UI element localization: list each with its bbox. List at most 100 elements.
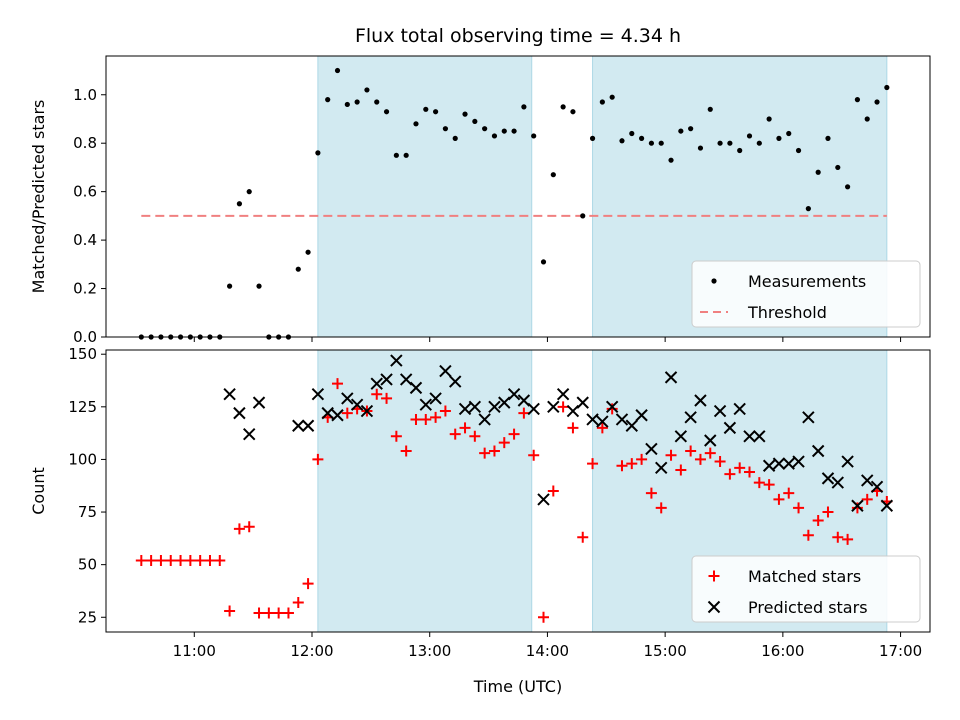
predicted-star-point [439,364,452,378]
predicted-star-point [762,459,776,472]
predicted-star-point [252,396,266,409]
matched-star-point [567,422,579,434]
legend-plus-marker [708,570,720,582]
predicted-star-point [782,457,795,470]
measurement-point [305,249,311,255]
predicted-star-point [674,430,688,443]
x-axis-label: Time (UTC) [473,677,562,696]
measurement-point [707,106,713,112]
y-tick-label: 0.0 [73,328,97,346]
measurement-point [697,145,704,151]
x-tick-label: 17:00 [879,642,922,660]
matched-star-point [410,413,422,425]
matched-star-point [744,466,756,478]
legend-label: Predicted stars [748,598,868,617]
measurement-point [550,172,556,178]
matched-star-point [263,607,275,619]
y-tick-label: 50 [78,556,97,574]
predicted-star-point [596,415,609,428]
matched-star-point [773,493,785,505]
matched-star-point [282,607,294,619]
matched-star-point [439,405,451,417]
matched-star-point [763,479,775,491]
measurement-point [737,147,743,154]
matched-star-point [430,411,442,423]
matched-star-point [626,458,638,470]
matched-star-point [606,403,618,415]
predicted-star-point [821,472,835,485]
measurement-point [383,109,390,115]
measurement-point [864,116,870,122]
predicted-star-point [449,375,462,388]
predicted-star-point [301,419,315,432]
y-tick-label: 150 [68,345,97,363]
predicted-star-point [694,394,707,407]
matched-star-point [459,422,471,434]
predicted-star-point [409,381,423,395]
y-tick-label: 0.2 [73,280,97,298]
measurement-point [845,184,851,190]
predicted-star-point [419,398,432,411]
matched-star-point [312,453,324,465]
predicted-star-point [655,461,668,475]
predicted-star-point [684,411,697,424]
matched-star-point [596,422,608,434]
predicted-star-point [547,400,560,414]
predicted-star-point [704,434,717,447]
measurement-point [472,118,478,125]
measurement-point [540,259,547,265]
predicted-star-point [713,404,727,418]
measurement-point [433,109,439,115]
matched-star-point [822,506,834,518]
observing-window [317,350,532,632]
measurement-point [452,135,458,141]
y-axis-label: Matched/Predicted stars [29,100,48,294]
matched-star-point [645,487,657,499]
measurement-point [589,135,596,141]
predicted-star-point [841,455,854,468]
chart-title: Flux total observing time = 4.34 h [355,25,681,47]
measurement-point [236,201,243,207]
x-tick-label: 13:00 [408,642,451,660]
axes-frame [105,55,931,338]
matched-star-point [155,554,167,566]
predicted-star-point [645,442,658,456]
predicted-star-point [723,421,737,435]
matched-star-point [390,430,402,442]
measurement-point [393,152,399,158]
matched-star-point [675,464,687,476]
measurement-point [805,206,811,212]
predicted-star-point [507,387,521,401]
matched-star-point [616,460,628,472]
measurement-point [688,126,694,132]
matched-star-point [400,445,412,457]
matched-star-point [518,407,530,419]
matched-star-point [528,449,540,461]
y-tick-label: 25 [78,608,97,626]
matched-star-point [547,485,559,497]
x-tick-label: 12:00 [290,642,333,660]
predicted-star-point [429,392,442,405]
predicted-star-point [468,400,482,414]
matched-star-point [812,514,824,526]
legend-cross-marker [707,600,721,614]
measurement-point [746,133,753,139]
measurement-point [815,169,821,175]
legend-label: Threshold [747,303,827,322]
matched-star-point [292,597,304,609]
measurement-point [442,126,449,132]
predicted-star-point [233,406,246,420]
matched-star-point [734,462,746,474]
matched-star-point [802,529,814,541]
predicted-star-point [802,411,815,424]
matched-star-point [694,453,706,465]
matched-star-point [341,407,353,419]
ratio-panel: 0.0 0.2 0.4 0.6 0.8 1.0 Matched/Predicted star… [29,55,931,346]
legend-dot-marker [711,278,717,284]
measurement-point [884,84,890,91]
measurement-point [403,152,409,158]
matched-star-point [253,607,265,619]
measurement-point [619,138,625,144]
legend-box [691,260,921,328]
matched-star-point [704,447,716,459]
